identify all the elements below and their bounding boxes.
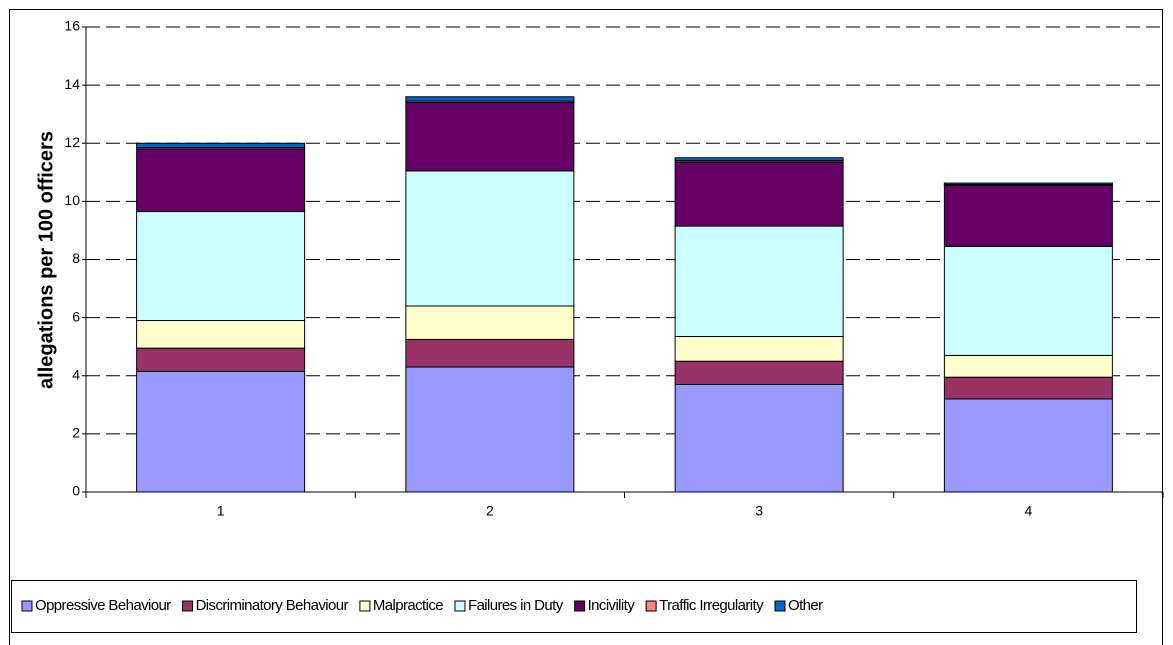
y-tick-label: 16 — [64, 18, 80, 34]
x-tick-label: 1 — [217, 503, 225, 519]
y-axis-title: allegations per 100 officers — [35, 131, 57, 389]
legend-swatch — [645, 600, 657, 612]
bar-segment — [405, 96, 575, 102]
bar-segment — [674, 157, 844, 162]
bar-segment — [405, 305, 575, 340]
bar-segment — [943, 245, 1113, 356]
legend-label: Other — [788, 597, 823, 614]
legend-swatch — [574, 600, 586, 612]
bar-segment — [136, 211, 306, 322]
x-tick-label: 4 — [1024, 503, 1032, 519]
bar-segment — [674, 383, 844, 493]
bar-segment — [674, 336, 844, 362]
bar-segment — [674, 360, 844, 385]
y-tick-label: 14 — [64, 76, 80, 92]
bar-segment — [943, 376, 1113, 400]
bar-segment — [674, 161, 844, 227]
legend-swatch — [182, 600, 194, 612]
legend-box — [11, 580, 1137, 633]
legend-label: Traffic Irregularity — [659, 597, 764, 614]
bar-segment — [674, 225, 844, 338]
y-tick-label: 8 — [72, 250, 80, 266]
bar-segment — [943, 182, 1113, 186]
legend-label: Failures in Duty — [468, 597, 564, 614]
x-tick-label: 3 — [755, 503, 763, 519]
legend-swatch — [21, 600, 33, 612]
legend-swatch — [359, 600, 371, 612]
legend-label: Discriminatory Behaviour — [196, 597, 349, 614]
bar-segment — [943, 398, 1113, 493]
bar-segment — [405, 338, 575, 368]
y-tick-label: 2 — [72, 425, 80, 441]
bar-segment — [136, 142, 306, 149]
legend-label: Malpractice — [373, 597, 443, 614]
bar-segment — [136, 370, 306, 493]
bar-segment — [943, 184, 1113, 247]
legend-swatch — [454, 600, 466, 612]
bar-segment — [405, 102, 575, 172]
y-tick-label: 12 — [64, 134, 80, 150]
y-tick-label: 4 — [72, 366, 80, 382]
legend-label: Incivility — [588, 597, 636, 614]
legend-label: Oppressive Behaviour — [35, 597, 171, 614]
bar-segment — [943, 354, 1113, 378]
bar-segment — [136, 320, 306, 349]
bar-segment — [405, 366, 575, 493]
legend-swatch — [774, 600, 786, 612]
bar-segment — [405, 170, 575, 307]
y-tick-label: 0 — [72, 483, 80, 499]
bar-segment — [136, 148, 306, 213]
x-tick-label: 2 — [486, 503, 494, 519]
y-tick-label: 6 — [72, 308, 80, 324]
y-tick-label: 10 — [64, 192, 80, 208]
bar-segment — [136, 347, 306, 372]
